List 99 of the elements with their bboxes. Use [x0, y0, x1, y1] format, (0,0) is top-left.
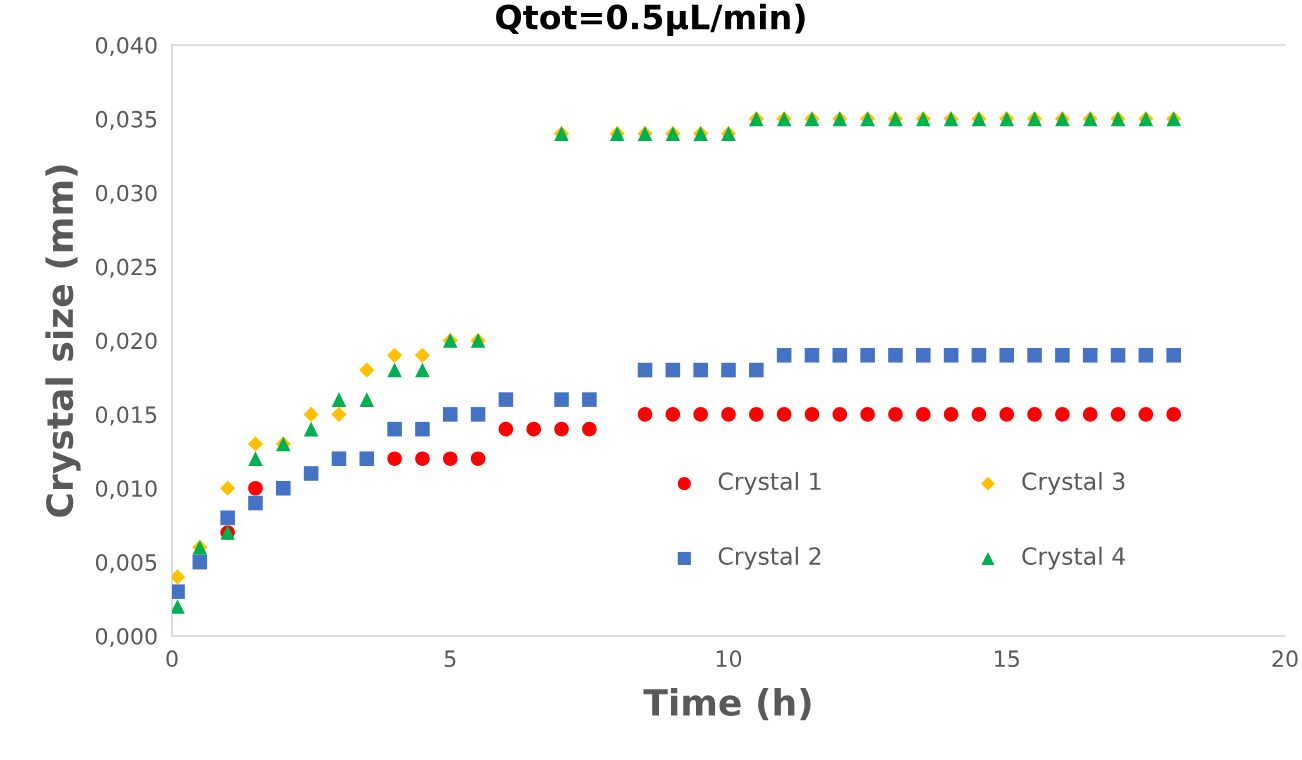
point — [943, 347, 959, 363]
point — [665, 407, 681, 422]
point — [1166, 407, 1181, 422]
point — [470, 451, 486, 466]
point — [415, 362, 430, 378]
point — [943, 407, 959, 422]
point — [1138, 407, 1154, 422]
point — [1027, 407, 1042, 422]
y-tick-label: 0,035 — [95, 110, 157, 130]
point — [860, 347, 875, 363]
point — [498, 421, 514, 437]
point — [387, 421, 402, 437]
point — [359, 362, 375, 378]
point — [415, 451, 430, 466]
point — [498, 392, 514, 407]
point — [248, 451, 263, 466]
point — [832, 407, 848, 422]
point — [693, 407, 708, 422]
point — [1110, 407, 1126, 422]
point — [1055, 347, 1070, 363]
point — [192, 554, 208, 570]
point — [1138, 347, 1154, 363]
point — [582, 421, 597, 437]
legend-label: Crystal 4 — [1022, 546, 1125, 570]
point — [387, 451, 402, 466]
point — [554, 421, 569, 437]
y-tick-label: 0,030 — [95, 184, 157, 204]
point — [888, 407, 903, 422]
x-tick-label: 5 — [444, 650, 456, 668]
point — [387, 362, 402, 378]
point — [303, 421, 319, 437]
y-tick-label: 0,005 — [95, 554, 157, 574]
legend-label: Crystal 1 — [718, 471, 821, 495]
point — [415, 421, 430, 437]
point — [999, 407, 1015, 422]
point — [331, 451, 347, 466]
point — [749, 362, 764, 378]
point — [276, 480, 291, 496]
point — [1082, 407, 1098, 422]
point — [637, 407, 653, 422]
point — [804, 407, 820, 422]
point — [554, 392, 569, 407]
y-axis-title: Crystal size (mm) — [45, 165, 81, 517]
point — [582, 392, 597, 407]
x-tick-label: 10 — [716, 650, 742, 668]
point — [915, 347, 931, 363]
point — [359, 392, 375, 407]
point — [971, 407, 987, 422]
point — [721, 407, 736, 422]
chart-title: Qtot=0.5µL/min) — [496, 3, 805, 37]
point — [1166, 347, 1181, 363]
point — [804, 347, 820, 363]
point — [526, 421, 542, 437]
point — [665, 362, 681, 378]
point — [999, 347, 1015, 363]
point — [470, 407, 486, 422]
point — [331, 392, 347, 407]
point — [220, 510, 235, 526]
point — [971, 347, 987, 363]
point — [1055, 407, 1070, 422]
point — [303, 406, 319, 422]
y-tick-label: 0,010 — [95, 480, 157, 500]
point — [832, 347, 848, 363]
point — [915, 407, 931, 422]
y-tick-label: 0,020 — [95, 332, 157, 352]
point — [1027, 347, 1042, 363]
point — [693, 362, 708, 378]
legend-label: Crystal 2 — [718, 546, 821, 570]
point — [637, 362, 653, 378]
point — [888, 347, 903, 363]
point — [172, 599, 185, 614]
point — [721, 362, 736, 378]
x-tick-label: 20 — [1272, 650, 1298, 668]
point — [359, 451, 375, 466]
point — [331, 406, 347, 422]
point — [860, 407, 875, 422]
point — [248, 495, 263, 511]
point — [749, 407, 764, 422]
x-tick-label: 0 — [166, 650, 178, 668]
point — [303, 466, 319, 481]
y-tick-label: 0,040 — [95, 36, 157, 57]
point — [247, 436, 264, 452]
y-tick-label: 0,000 — [95, 627, 157, 648]
point — [776, 347, 792, 363]
point — [1082, 347, 1098, 363]
point — [220, 480, 236, 496]
y-tick-label: 0,025 — [95, 258, 157, 278]
legend-label: Crystal 3 — [1022, 471, 1125, 495]
point — [172, 569, 186, 585]
point — [414, 347, 431, 363]
point — [442, 407, 458, 422]
point — [248, 480, 263, 496]
y-tick-label: 0,015 — [95, 406, 157, 426]
point — [776, 407, 792, 422]
point — [1110, 347, 1126, 363]
x-tick-label: 15 — [995, 650, 1019, 668]
point — [386, 347, 403, 363]
point — [442, 451, 458, 466]
x-axis-title: Time (h) — [643, 688, 811, 721]
